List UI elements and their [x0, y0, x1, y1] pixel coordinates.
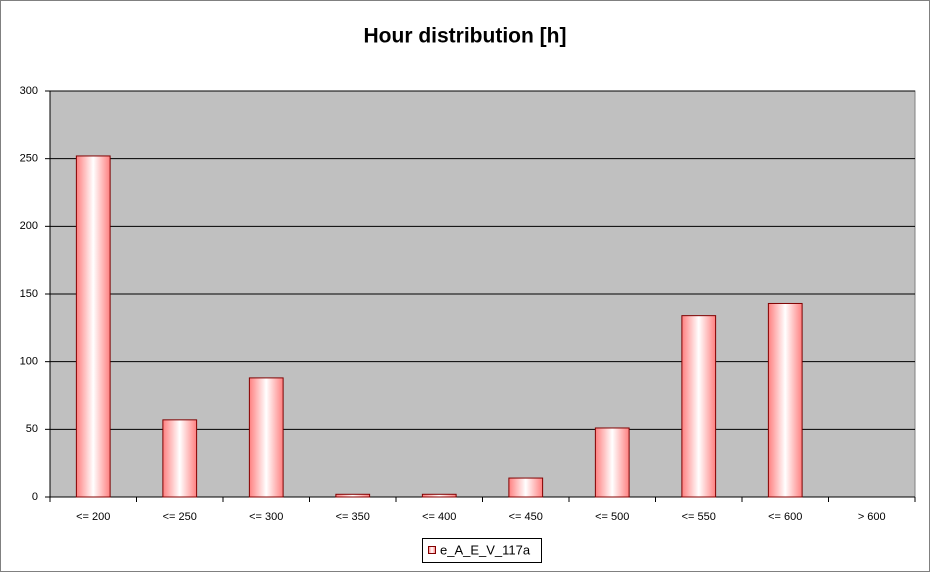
bar: [421, 493, 457, 498]
legend-swatch: [428, 546, 436, 554]
x-tick-label: <= 200: [76, 511, 110, 523]
y-tick-label: 150: [20, 288, 38, 300]
y-tick-label: 300: [20, 85, 38, 97]
bar: [162, 419, 198, 498]
bar: [508, 477, 544, 498]
bar: [594, 427, 630, 498]
bar: [75, 155, 111, 498]
y-tick-label: 200: [20, 220, 38, 232]
x-tick-label: <= 300: [249, 511, 283, 523]
x-tick-label: <= 500: [595, 511, 629, 523]
chart-title: Hour distribution [h]: [364, 25, 567, 48]
x-tick-label: > 600: [858, 511, 886, 523]
y-tick-label: 250: [20, 153, 38, 165]
bar: [767, 302, 803, 498]
bar: [681, 315, 717, 498]
y-tick-label: 100: [20, 356, 38, 368]
x-tick-label: <= 600: [768, 511, 802, 523]
x-tick-label: <= 400: [422, 511, 456, 523]
legend: [422, 538, 542, 563]
bar: [248, 377, 284, 498]
y-tick-label: 50: [26, 423, 38, 435]
x-tick-label: <= 450: [509, 511, 543, 523]
legend-label: e_A_E_V_117a: [440, 542, 531, 557]
bar: [335, 493, 371, 498]
x-tick-label: <= 350: [336, 511, 370, 523]
x-tick-label: <= 250: [163, 511, 197, 523]
x-tick-label: <= 550: [682, 511, 716, 523]
y-tick-label: 0: [32, 491, 38, 503]
